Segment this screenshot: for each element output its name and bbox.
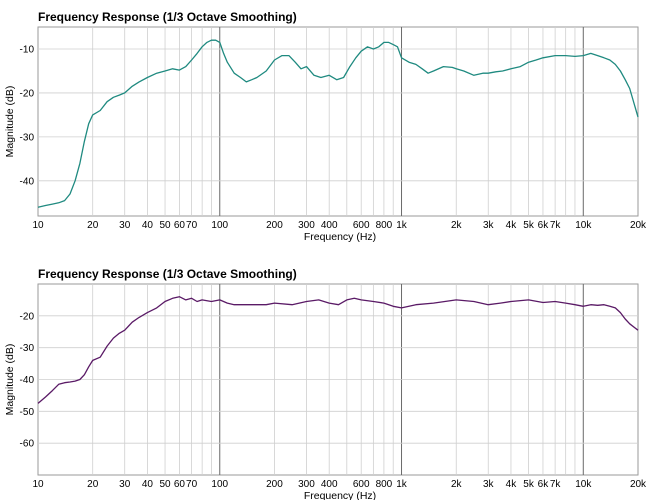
x-tick-label: 20 (87, 220, 99, 231)
y-tick-label: -20 (20, 88, 35, 99)
y-tick-label: -30 (20, 343, 35, 354)
y-tick-label: -10 (20, 44, 35, 55)
x-tick-label: 5k (523, 220, 535, 231)
x-tick-label: 300 (298, 479, 315, 490)
x-tick-label: 20 (87, 479, 99, 490)
chart-2: Frequency Response (1/3 Octave Smoothing… (4, 267, 647, 500)
x-tick-label: 800 (376, 479, 393, 490)
series-line-1 (37, 39, 639, 208)
x-tick-label: 50 (159, 220, 171, 231)
x-tick-label: 1k (396, 479, 408, 490)
x-tick-label: 10 (32, 479, 44, 490)
chart-title: Frequency Response (1/3 Octave Smoothing… (38, 267, 297, 281)
x-tick-label: 6k (538, 220, 550, 231)
y-axis-label: Magnitude (dB) (4, 86, 16, 158)
x-tick-label: 4k (506, 220, 518, 231)
x-axis-label: Frequency (Hz) (304, 490, 376, 500)
x-tick-label: 20k (630, 479, 647, 490)
plot-frame (37, 26, 639, 217)
x-tick-label: 400 (321, 479, 338, 490)
x-tick-label: 2k (451, 220, 463, 231)
y-tick-label: -60 (20, 439, 35, 450)
x-tick-label: 7k (550, 479, 562, 490)
x-tick-label: 1k (396, 220, 408, 231)
x-tick-label: 40 (142, 479, 154, 490)
x-tick-label: 40 (142, 220, 154, 231)
x-tick-label: 800 (376, 220, 393, 231)
x-axis-label: Frequency (Hz) (304, 231, 376, 243)
y-tick-label: -30 (20, 132, 35, 143)
x-tick-label: 6k (538, 479, 550, 490)
y-axis-label: Magnitude (dB) (4, 344, 16, 416)
x-tick-label: 100 (211, 220, 228, 231)
x-tick-label: 7k (550, 220, 562, 231)
x-tick-label: 60 (174, 220, 186, 231)
x-tick-label: 3k (483, 479, 495, 490)
x-tick-label: 70 (186, 479, 198, 490)
x-tick-label: 30 (119, 479, 131, 490)
x-tick-label: 30 (119, 220, 131, 231)
y-tick-label: -40 (20, 176, 35, 187)
x-tick-label: 200 (266, 479, 283, 490)
x-tick-label: 300 (298, 220, 315, 231)
chart-title: Frequency Response (1/3 Octave Smoothing… (38, 10, 297, 24)
x-tick-label: 600 (353, 220, 370, 231)
x-tick-label: 100 (211, 479, 228, 490)
chart-1: Frequency Response (1/3 Octave Smoothing… (4, 10, 647, 243)
x-tick-label: 70 (186, 220, 198, 231)
x-tick-label: 10k (575, 220, 592, 231)
x-tick-label: 20k (630, 220, 647, 231)
x-tick-label: 2k (451, 479, 463, 490)
x-tick-label: 600 (353, 479, 370, 490)
x-tick-label: 200 (266, 220, 283, 231)
x-tick-label: 400 (321, 220, 338, 231)
y-tick-label: -20 (20, 311, 35, 322)
x-tick-label: 10k (575, 479, 592, 490)
y-tick-label: -40 (20, 375, 35, 386)
x-tick-label: 50 (159, 479, 171, 490)
series-line-1 (37, 296, 639, 404)
x-tick-label: 5k (523, 479, 535, 490)
x-tick-label: 60 (174, 479, 186, 490)
y-tick-label: -50 (20, 407, 35, 418)
x-tick-label: 3k (483, 220, 495, 231)
x-tick-label: 4k (506, 479, 518, 490)
x-tick-label: 10 (32, 220, 44, 231)
